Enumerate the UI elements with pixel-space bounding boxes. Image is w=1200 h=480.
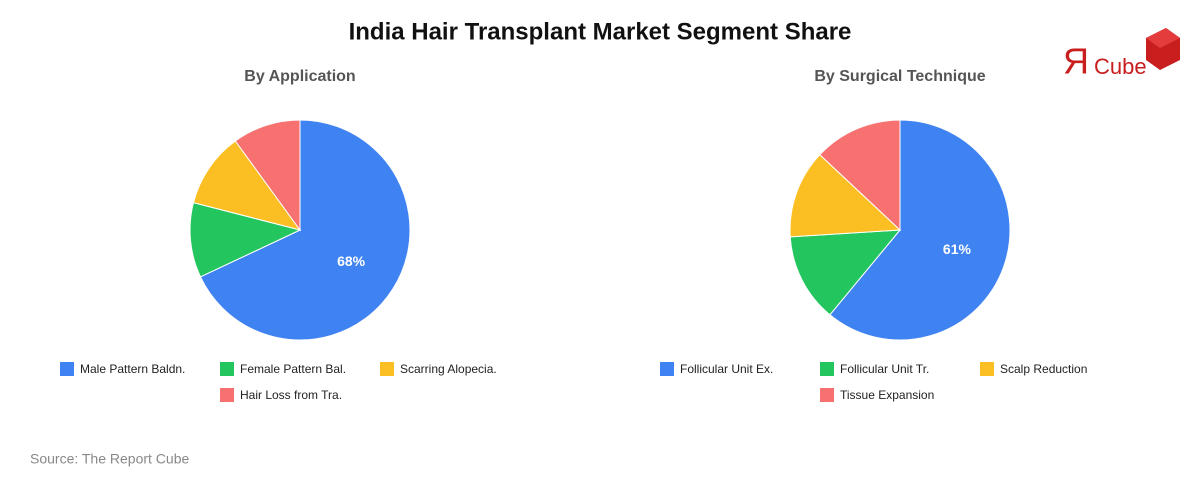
- legend-swatch: [660, 362, 674, 376]
- logo: Я Cube: [1063, 28, 1180, 82]
- pie-slice: [234, 119, 301, 232]
- legend-swatch: [820, 388, 834, 402]
- chart-title: By Surgical Technique: [814, 68, 985, 85]
- logo-text: Cube: [1094, 54, 1147, 79]
- logo-mark: Я: [1063, 41, 1089, 82]
- value-label: 68%: [337, 253, 366, 269]
- legend-swatch: [820, 362, 834, 376]
- logo-cube-top: [1146, 28, 1180, 48]
- legend-label: Follicular Unit Tr.: [840, 362, 929, 376]
- page-title: India Hair Transplant Market Segment Sha…: [349, 18, 852, 45]
- legend-label: Female Pattern Bal.: [240, 362, 346, 376]
- legend-swatch: [60, 362, 74, 376]
- legend-label: Tissue Expansion: [840, 388, 934, 402]
- legend-label: Scarring Alopecia.: [400, 362, 497, 376]
- legend-label: Male Pattern Baldn.: [80, 362, 185, 376]
- pie-slice: [819, 119, 901, 232]
- value-label: 61%: [943, 241, 972, 257]
- legend-label: Scalp Reduction: [1000, 362, 1087, 376]
- legend-swatch: [220, 362, 234, 376]
- pie-slice: [829, 119, 1011, 341]
- pie-slice: [192, 140, 302, 231]
- legend-swatch: [380, 362, 394, 376]
- pie-slice: [199, 119, 411, 341]
- pie-slice: [789, 229, 902, 316]
- legend-label: Hair Loss from Tra.: [240, 388, 342, 402]
- legend-swatch: [220, 388, 234, 402]
- source-note: Source: The Report Cube: [30, 451, 189, 467]
- legend-swatch: [980, 362, 994, 376]
- pie-slice: [789, 153, 902, 238]
- pie-slice: [189, 202, 302, 278]
- chart-title: By Application: [244, 68, 355, 85]
- legend-label: Follicular Unit Ex.: [680, 362, 773, 376]
